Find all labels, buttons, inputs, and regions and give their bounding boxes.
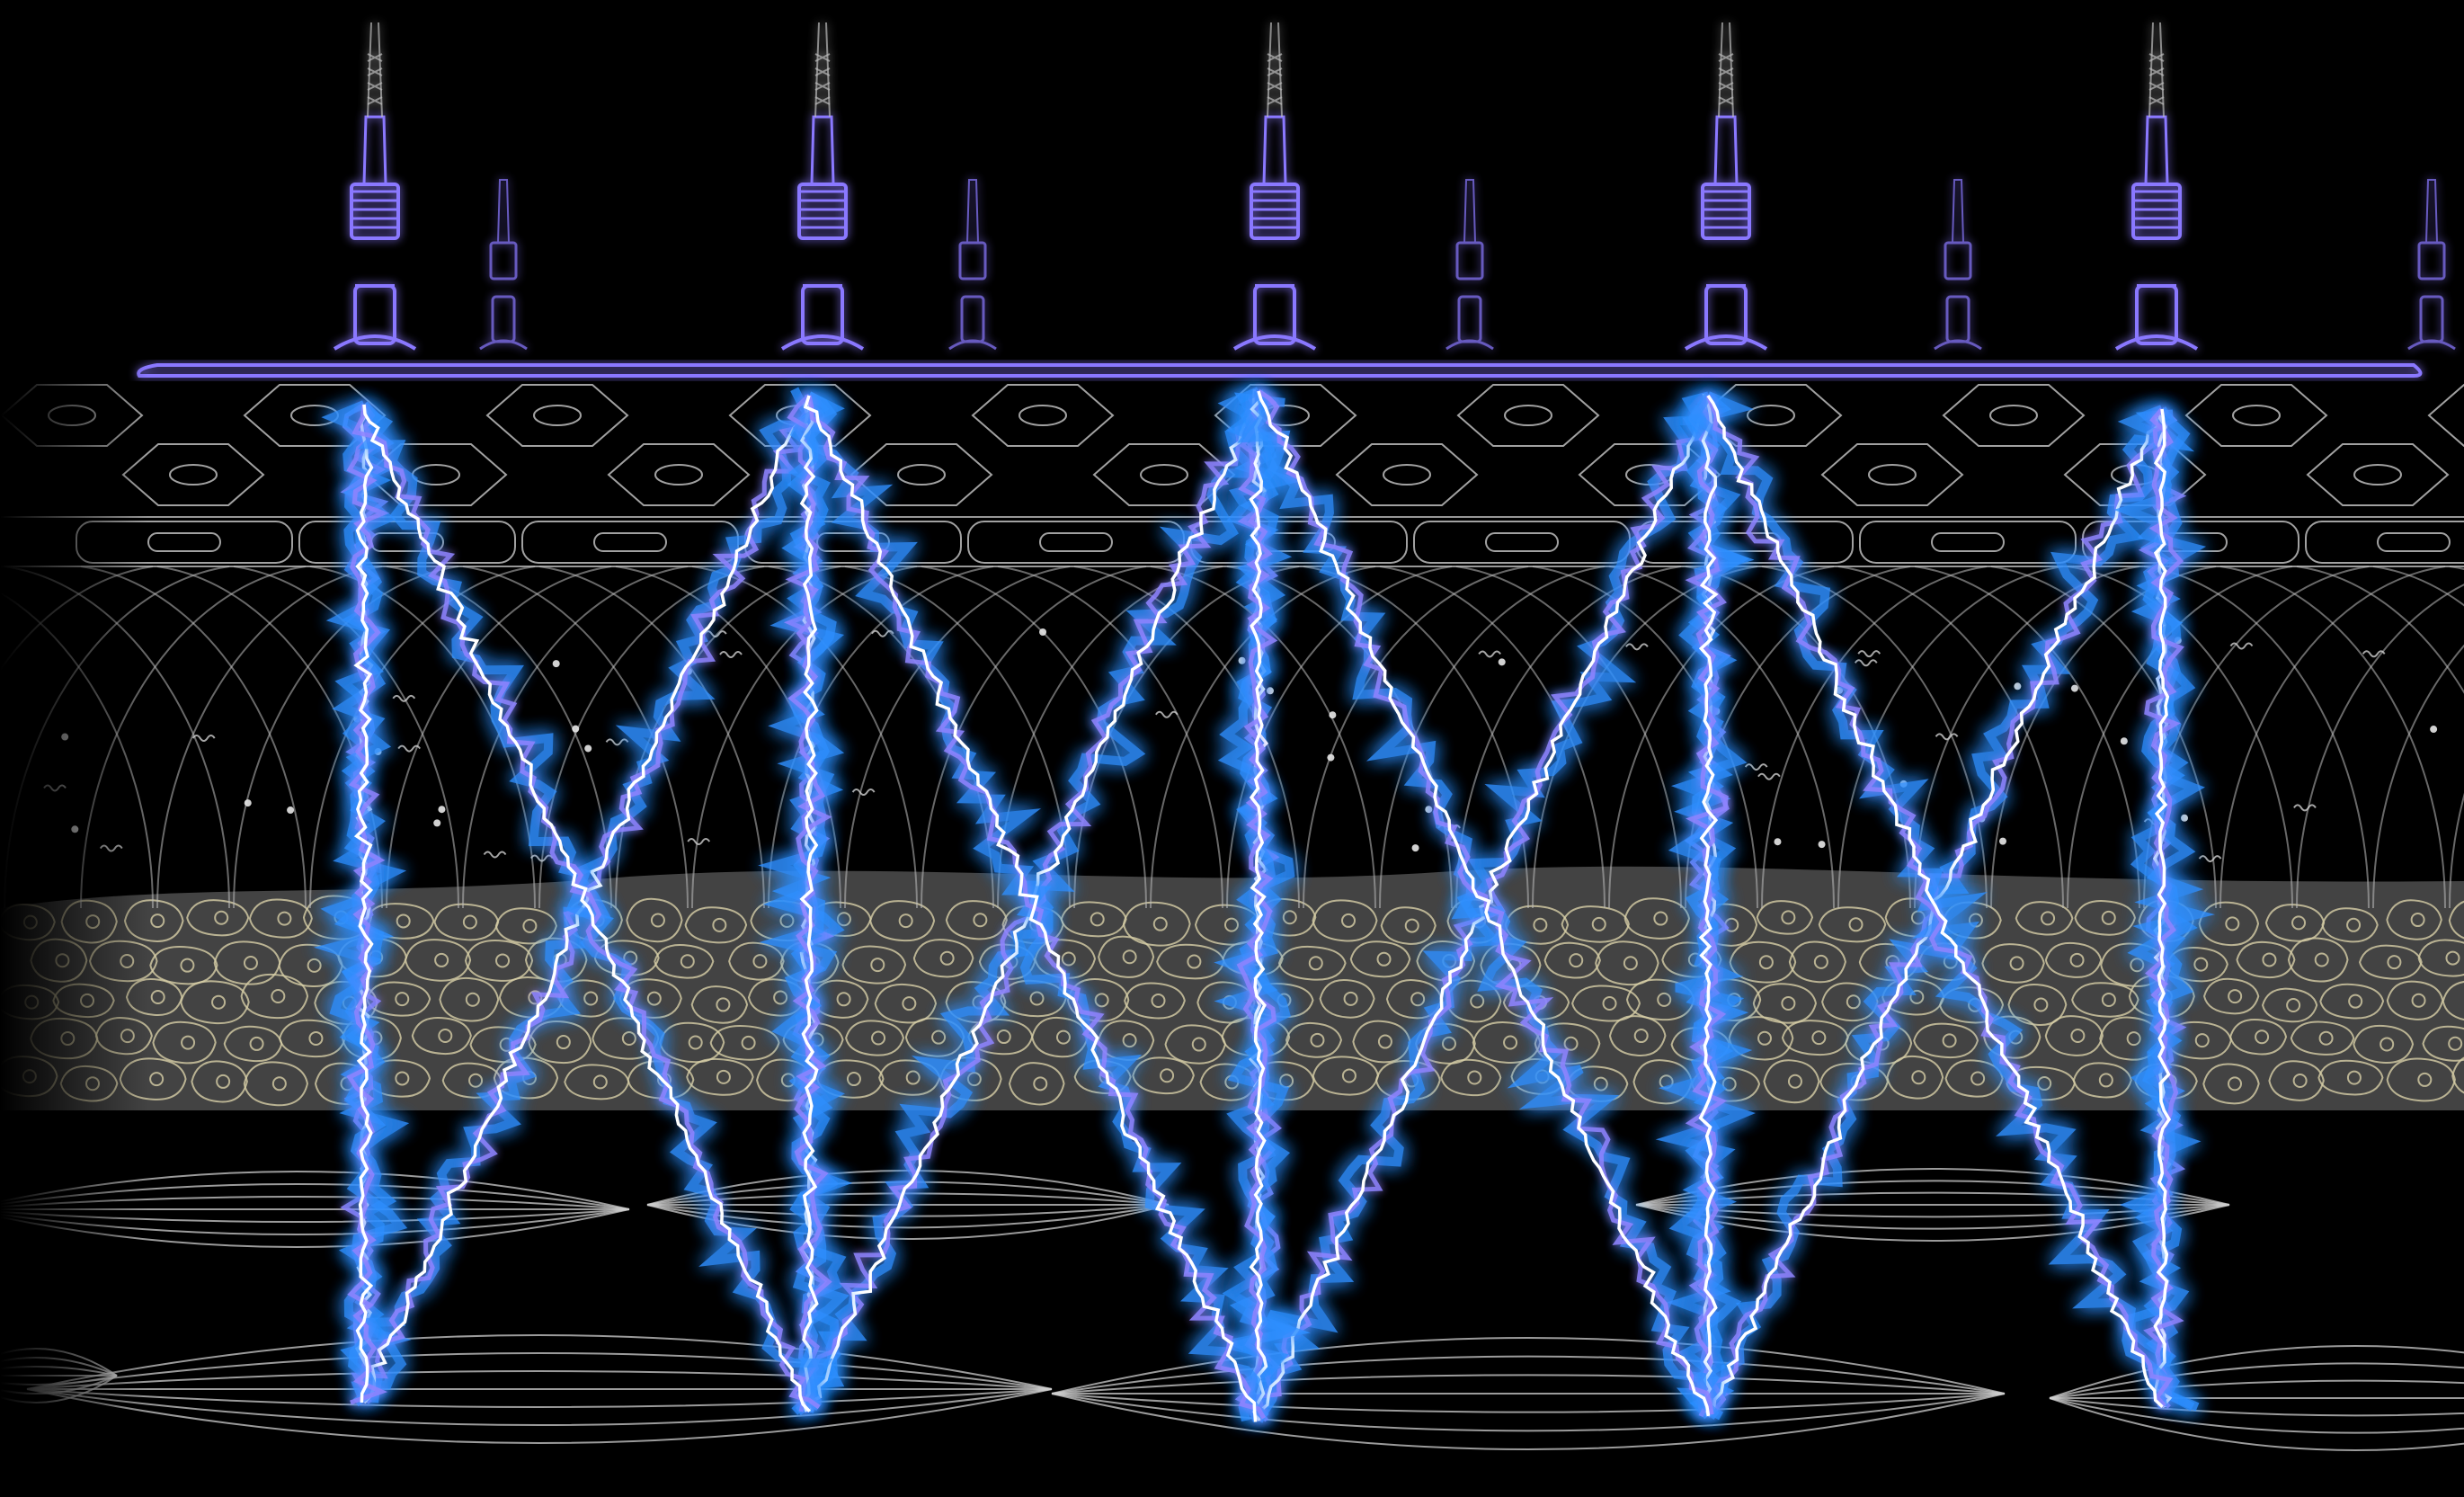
skin-energy-diagram [0,0,2464,1497]
diagram-svg [0,0,2464,1497]
left-edge-fade [0,0,2464,1497]
